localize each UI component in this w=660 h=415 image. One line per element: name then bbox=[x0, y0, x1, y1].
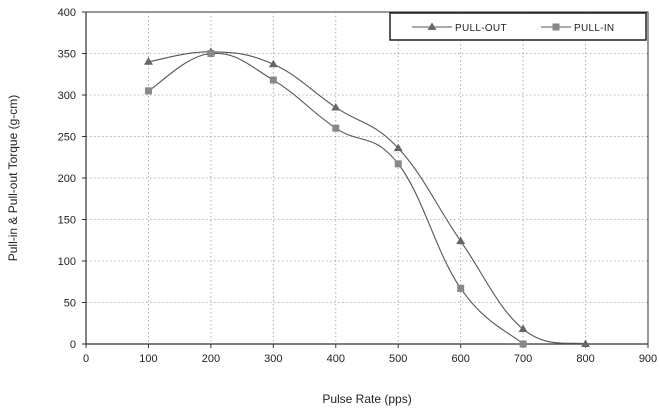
data-point-pull-in bbox=[394, 160, 402, 168]
series-line-pull-out bbox=[148, 51, 586, 345]
x-ticks: 0 100 200 300 400 500 600 700 800 900 bbox=[83, 344, 657, 365]
y-tick-label: 200 bbox=[58, 173, 76, 185]
y-ticks: 0 50 100 150 200 250 300 350 400 bbox=[58, 7, 86, 351]
legend-label-pull-out: PULL-OUT bbox=[455, 23, 507, 34]
y-tick-label: 150 bbox=[58, 215, 76, 227]
x-tick-label: 300 bbox=[264, 353, 282, 365]
y-axis-title: Pull-in & Pull-out Torque (g-cm) bbox=[6, 95, 20, 262]
data-point-pull-in bbox=[332, 124, 340, 132]
x-tick-label: 0 bbox=[83, 353, 89, 365]
data-point-pull-in bbox=[519, 340, 527, 348]
x-tick-label: 100 bbox=[139, 353, 157, 365]
data-point-pull-out bbox=[268, 59, 278, 68]
data-point-pull-out bbox=[456, 236, 466, 245]
x-tick-label: 900 bbox=[639, 353, 657, 365]
x-tick-label: 800 bbox=[576, 353, 594, 365]
x-tick-label: 500 bbox=[389, 353, 407, 365]
y-tick-label: 0 bbox=[70, 339, 76, 351]
data-point-pull-out bbox=[518, 324, 528, 333]
data-point-pull-in bbox=[144, 87, 152, 95]
x-tick-label: 200 bbox=[202, 353, 220, 365]
data-point-pull-in bbox=[269, 76, 277, 84]
data-point-pull-in bbox=[207, 50, 215, 57]
data-point-pull-out bbox=[143, 57, 153, 65]
legend-marker-square bbox=[552, 23, 560, 31]
data-point-pull-in bbox=[457, 284, 465, 292]
x-axis-title: Pulse Rate (pps) bbox=[322, 392, 411, 406]
data-point-pull-out bbox=[331, 102, 341, 111]
y-tick-label: 50 bbox=[64, 298, 76, 310]
y-tick-label: 350 bbox=[58, 49, 76, 61]
legend-marker-triangle bbox=[427, 22, 437, 30]
x-tick-label: 400 bbox=[327, 353, 345, 365]
data-point-pull-out bbox=[581, 339, 591, 347]
y-tick-label: 400 bbox=[58, 7, 76, 19]
x-tick-label: 600 bbox=[451, 353, 469, 365]
y-tick-label: 100 bbox=[58, 256, 76, 268]
y-tick-label: 300 bbox=[58, 90, 76, 102]
legend-label-pull-in: PULL-IN bbox=[574, 23, 614, 34]
legend: PULL-OUT PULL-IN bbox=[389, 12, 647, 41]
data-point-pull-out bbox=[393, 143, 403, 152]
series bbox=[143, 47, 591, 348]
x-tick-label: 700 bbox=[514, 353, 532, 365]
y-tick-label: 250 bbox=[58, 132, 76, 144]
